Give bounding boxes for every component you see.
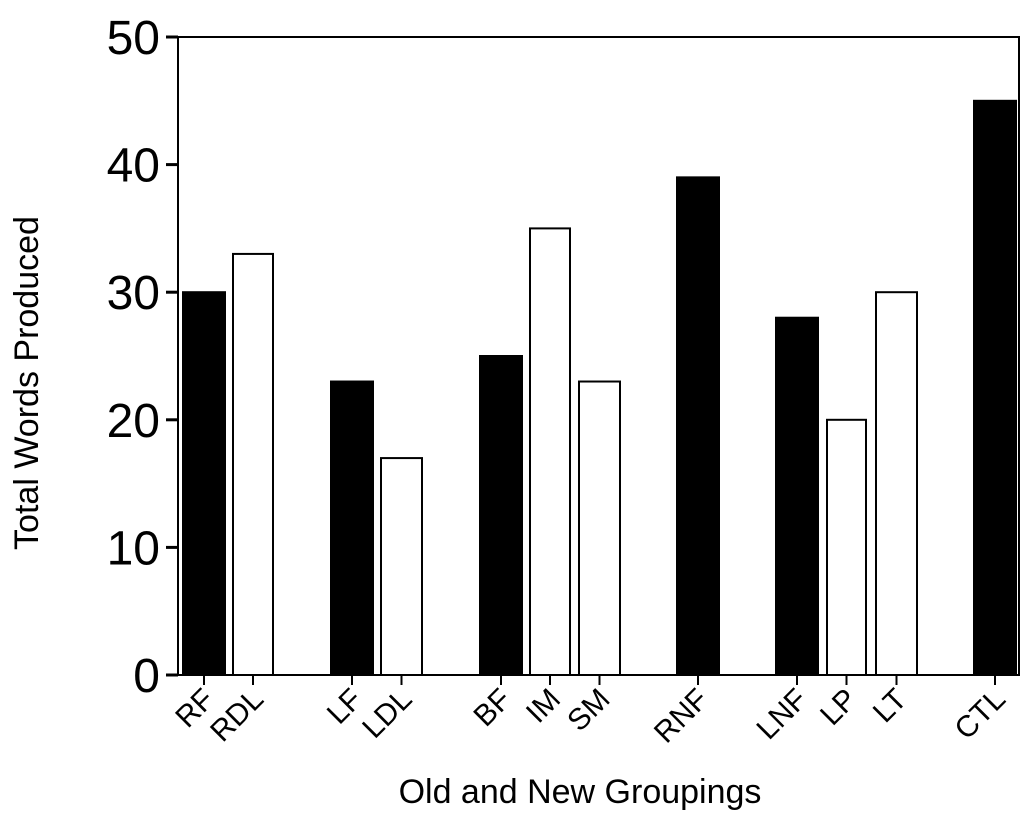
bar-lt [875,291,918,676]
x-axis-label: Old and New Groupings [399,773,762,811]
bar-lnf [775,316,819,676]
bar-ldl [380,457,423,676]
y-tick-label: 50 [107,12,160,65]
bar-rf [182,291,226,676]
x-tick-label: LP [814,683,863,732]
x-tick-label: IM [520,683,567,730]
bar-ctl [973,99,1017,677]
x-tick-label: RNF [648,683,715,750]
bars [182,99,1017,677]
bar-lf [330,380,374,676]
bar-rdl [232,252,274,676]
bar-sm [578,380,621,676]
x-tick-label: SM [561,683,616,738]
y-tick-label: 40 [107,140,160,193]
bar-bf [479,355,523,676]
y-tick-label: 30 [107,267,160,320]
y-axis: 0 10 20 30 40 50 [107,12,178,703]
x-tick-label: BF [468,683,518,733]
y-tick-label: 10 [107,522,160,575]
x-tick-label: LT [867,683,914,730]
y-tick-label: 20 [107,395,160,448]
x-tick-label: RDL [204,683,270,749]
bar-lp [826,418,867,676]
y-tick-label: 0 [133,650,160,703]
x-tick-label: LDL [356,683,418,745]
bar-rnf [676,176,720,677]
x-tick-label: CTL [949,683,1012,746]
y-axis-label: Total Words Produced [8,216,46,550]
x-tick-label: LNF [751,683,814,746]
bar-im [529,227,571,676]
